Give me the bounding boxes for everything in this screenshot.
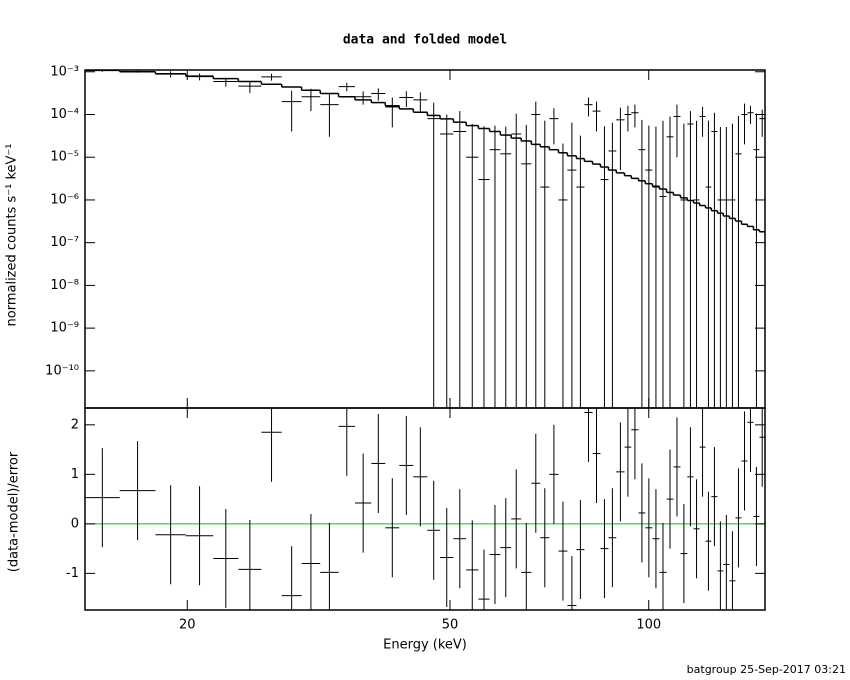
x-axis-label: Energy (keV) (383, 638, 467, 653)
plot-frame (84, 407, 766, 611)
footer: batgroup 25-Sep-2017 03:21 (687, 663, 846, 676)
y-tick-label: 10⁻⁹ (50, 321, 79, 336)
chart-title: data and folded model (343, 33, 507, 48)
y-tick-label: 10⁻⁷ (50, 235, 79, 250)
y-tick-label: 2 (71, 417, 79, 432)
y-tick-label: 10⁻⁸ (50, 278, 79, 293)
y-tick-label: 10⁻⁵ (50, 150, 79, 165)
y-tick-label: 1 (71, 467, 79, 482)
y-axis-label: (data-model)/error (7, 451, 22, 572)
y-tick-label: -1 (66, 566, 79, 581)
x-tick-label: 100 (636, 618, 661, 633)
y-tick-label: 10⁻³ (50, 64, 79, 79)
plot-area (85, 408, 765, 610)
y-tick-label: 10⁻⁴ (50, 107, 79, 122)
y-tick-label: 10⁻¹⁰ (45, 363, 79, 378)
y-axis-label: normalized counts s⁻¹ keV⁻¹ (5, 144, 20, 327)
plot-area (85, 70, 765, 408)
y-tick-label: 10⁻⁶ (50, 192, 79, 207)
x-tick-label: 50 (442, 618, 459, 633)
y-tick-label: 0 (71, 516, 79, 531)
x-tick-label: 20 (179, 618, 196, 633)
